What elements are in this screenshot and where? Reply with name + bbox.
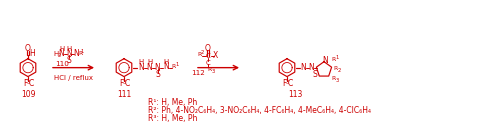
Text: N: N (163, 62, 169, 71)
Text: F: F (23, 79, 27, 88)
Text: 1: 1 (81, 49, 84, 54)
Text: H: H (59, 46, 64, 52)
Text: H: H (66, 46, 71, 52)
Text: R: R (172, 64, 176, 69)
Text: N: N (66, 49, 72, 58)
Text: N: N (308, 63, 314, 72)
Text: R: R (198, 52, 202, 57)
Text: N: N (138, 63, 144, 72)
Text: S: S (312, 70, 318, 79)
Text: F: F (282, 79, 286, 88)
Text: R: R (78, 51, 83, 56)
Text: C: C (125, 79, 130, 88)
Text: 2: 2 (58, 53, 60, 58)
Text: 2: 2 (201, 50, 204, 55)
Text: H: H (30, 49, 36, 58)
Text: H: H (138, 59, 143, 65)
Text: R: R (331, 76, 335, 81)
Text: R: R (333, 66, 337, 71)
Text: N: N (154, 63, 160, 72)
Text: X: X (213, 51, 218, 60)
Text: C: C (206, 60, 210, 66)
Text: O: O (25, 44, 31, 53)
Text: 3: 3 (336, 78, 338, 83)
Text: H: H (54, 51, 59, 57)
Text: N: N (58, 49, 64, 58)
Text: C: C (29, 79, 34, 88)
Text: 3: 3 (27, 80, 30, 85)
Text: N: N (322, 56, 328, 65)
Text: C: C (288, 79, 293, 88)
Text: HCl / reflux: HCl / reflux (54, 75, 92, 81)
Text: 113: 113 (288, 90, 302, 99)
Text: 1: 1 (336, 55, 338, 60)
Text: R³: H, Me, Ph: R³: H, Me, Ph (148, 114, 198, 123)
Text: 3: 3 (212, 69, 214, 74)
Text: 2: 2 (338, 68, 340, 73)
Text: H: H (147, 59, 152, 65)
Text: N: N (73, 49, 79, 58)
Text: S: S (66, 56, 71, 65)
Text: R¹: H, Me, Ph: R¹: H, Me, Ph (148, 98, 197, 107)
Text: 1: 1 (176, 62, 179, 67)
Text: 109: 109 (21, 90, 35, 99)
Text: O: O (205, 44, 211, 53)
Text: F: F (119, 79, 123, 88)
Text: S: S (155, 70, 160, 79)
Text: 3: 3 (123, 80, 126, 85)
Text: N: N (300, 63, 306, 72)
Text: 111: 111 (117, 90, 131, 99)
Text: R: R (331, 57, 335, 62)
Text: N: N (146, 63, 152, 72)
Text: 3: 3 (286, 80, 289, 85)
Text: 110: 110 (55, 61, 69, 67)
Text: R²: Ph, 4-NO₂C₆H₄, 3-NO₂C₆H₄, 4-FC₆H₄, 4-MeC₆H₄, 4-ClC₆H₄: R²: Ph, 4-NO₂C₆H₄, 3-NO₂C₆H₄, 4-FC₆H₄, 4… (148, 106, 371, 115)
Text: H: H (164, 59, 168, 65)
Text: R: R (208, 67, 212, 72)
Text: C: C (206, 53, 210, 59)
Text: 112: 112 (191, 70, 205, 76)
